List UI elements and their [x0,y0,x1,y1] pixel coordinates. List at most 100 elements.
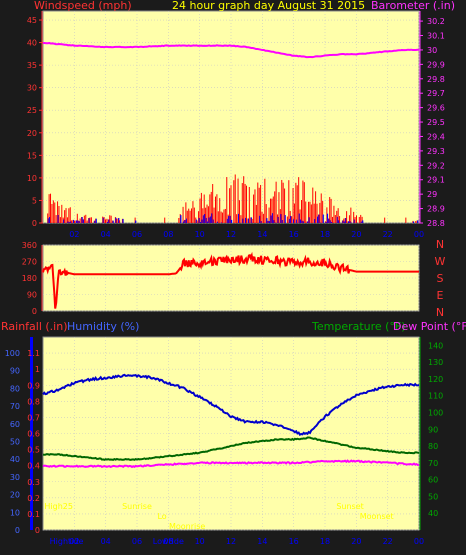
humidity-tick-label: 50 [10,437,20,446]
humidity-tick-label: 0 [15,526,20,535]
time-tick-label: 16 [289,537,299,546]
compass-label: W [435,255,446,268]
time-tick-label: 20 [351,537,361,546]
rainfall-tick-label: 0.6 [27,430,40,439]
humidity-tick-label: 10 [10,508,20,517]
barometer-title: Barometer (.in) [371,0,455,12]
temperature-tick-label: 60 [428,476,438,485]
time-axis-temperature: 02 04 06 08 10 12 14 16 18 20 22 00 [69,537,424,546]
windspeed-tick-label: 25 [27,106,37,115]
humidity-tick-label: 40 [10,455,20,464]
barometer-tick-label: 29.3 [427,147,445,156]
grid-direction [43,244,420,312]
windspeed-tick-label: 10 [27,174,37,183]
temperature-tick-label: 50 [428,492,438,501]
barometer-tick-label: 30 [427,46,437,55]
time-tick-label: 12 [226,230,236,239]
barometer-tick-label: 28.9 [427,205,445,214]
annotation-label: Sunrise [122,502,152,511]
time-tick-label: 04 [101,537,111,546]
windspeed-tick-label: 15 [27,151,37,160]
rainfall-tick-label: 0.2 [27,494,40,503]
barometer-tick-label: 29 [427,190,437,199]
rainfall-tick-label: 0.9 [27,381,40,390]
humidity-axis: 0 10 20 30 40 50 60 70 80 90 100 [5,349,20,535]
direction-tick-label: 0 [32,307,37,316]
humidity-line [42,373,420,437]
graph-subtitle: 24 hour graph day August 31 2015 [172,0,365,12]
time-tick-label: 18 [320,230,330,239]
time-tick-label: 00 [414,230,424,239]
windspeed-title: Windspeed (mph) [34,0,132,12]
temperature-tick-label: 120 [428,375,443,384]
annotation-label: Lo [157,512,166,521]
temperature-tick-label: 130 [428,358,443,367]
annotation-label: Moonrise [169,522,205,531]
compass-label: S [437,272,444,285]
temperature-tick-label: 100 [428,409,443,418]
wind-direction-line [42,251,419,309]
compass-label: N [436,306,444,319]
time-tick-label: 12 [226,537,236,546]
barometer-tick-label: 29.5 [427,118,445,127]
rainfall-tick-label: 0.1 [27,510,40,519]
time-tick-label: 00 [414,537,424,546]
rainfall-tick-label: 0.3 [27,478,40,487]
barometer-tick-label: 29.1 [427,176,445,185]
rainfall-tick-label: 0.5 [27,446,40,455]
time-tick-label: 22 [383,537,393,546]
rain-axis-bar [30,337,33,530]
rainfall-tick-label: 0.8 [27,397,40,406]
time-tick-label: 10 [195,537,205,546]
barometer-line [43,41,420,59]
time-tick-label: 08 [163,537,173,546]
windspeed-tick-label: 20 [27,129,37,138]
temperature-tick-label: 90 [428,425,438,434]
humidity-tick-label: 90 [10,367,20,376]
barometer-tick-label: 29.9 [427,60,445,69]
rainfall-tick-label: 0.7 [27,413,40,422]
time-tick-label: 06 [132,230,142,239]
annotation-label: Hightide [50,537,84,546]
temperature-title: Temperature (°F) [311,320,406,333]
windspeed-axis: 0 5 10 15 20 25 30 35 40 45 [27,11,43,228]
barometer-tick-label: 30.1 [427,32,445,41]
direction-tick-label: 360 [22,241,37,250]
time-tick-label: 08 [163,230,173,239]
time-axis-wind: 02 04 06 08 10 12 14 16 18 20 22 00 [69,230,424,239]
barometer-tick-label: 29.8 [427,75,445,84]
direction-tick-label: 180 [22,274,37,283]
annotation-label: Lowtide [153,537,184,546]
temperature-line [42,436,420,461]
grid-temperature [43,337,420,531]
dewpoint-title: Dew Point (°F) [393,320,466,333]
temperature-tick-label: 80 [428,442,438,451]
panel-wind-barometer: 0 5 10 15 20 25 30 35 40 45 28.8 28.9 29 29.1 29.2 29.… [27,0,455,239]
humidity-tick-label: 80 [10,384,20,393]
time-tick-label: 06 [132,537,142,546]
annotation-label: High25 [44,502,73,511]
temperature-axis: 40 50 60 70 80 90 100 110 120 130 140 [419,337,443,530]
rainfall-tick-label: 0.4 [27,462,40,471]
barometer-tick-label: 30.2 [427,17,445,26]
windspeed-tick-label: 35 [27,61,37,70]
humidity-tick-label: 100 [5,349,20,358]
time-tick-label: 14 [257,537,267,546]
barometer-tick-label: 29.6 [427,104,445,113]
annotation-label: Sunset [336,502,363,511]
time-tick-label: 16 [289,230,299,239]
time-tick-label: 22 [383,230,393,239]
temperature-tick-label: 70 [428,459,438,468]
barometer-tick-label: 29.2 [427,161,445,170]
humidity-tick-label: 30 [10,473,20,482]
rainfall-axis: 0 0.1 0.2 0.3 0.4 0.5 0.6 0.7 0.8 0.9 1 1.1 [27,349,40,535]
humidity-title: Humidity (%) [67,320,139,333]
humidity-tick-label: 70 [10,402,20,411]
rainfall-tick-label: 1.1 [27,349,40,358]
rainfall-tick-label: 0 [35,526,40,535]
windspeed-tick-label: 30 [27,84,37,93]
time-tick-label: 10 [195,230,205,239]
